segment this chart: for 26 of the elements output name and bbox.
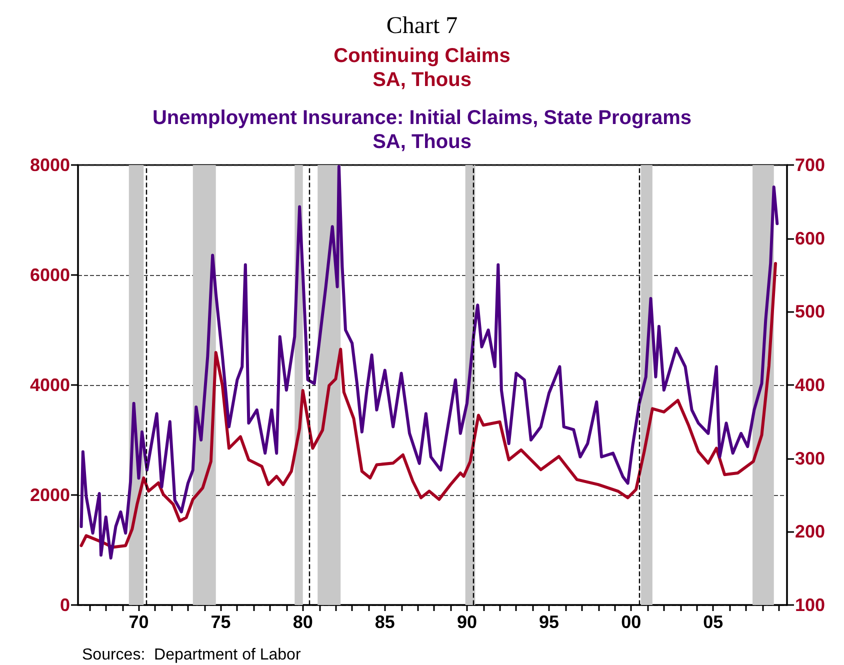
y-tick-label: 0	[60, 595, 70, 615]
y-tick-label: 2000	[30, 485, 70, 505]
chart-title: Chart 7	[386, 13, 458, 39]
y2-tick-label: 400	[795, 375, 826, 395]
y2-tick-label: 100	[795, 595, 826, 615]
x-tick-label: 95	[539, 612, 560, 632]
text: Continuing Claims SA, Thous	[334, 45, 510, 91]
source-note: Sources: Department of Labor	[82, 646, 302, 664]
y-tick-label: 6000	[30, 265, 70, 285]
y-tick-label: 8000	[30, 155, 70, 175]
x-tick-label: 85	[374, 612, 395, 632]
text: Unemployment Insurance: Initial Claims, State Programs SA, Thous	[152, 107, 692, 153]
y2-tick-label: 500	[795, 302, 826, 322]
y2-tick-label: 300	[795, 448, 826, 468]
y2-tick-label: 200	[795, 522, 826, 542]
y-tick-label: 4000	[30, 375, 70, 395]
x-tick-label: 05	[703, 612, 724, 632]
y2-tick-label: 700	[795, 155, 826, 175]
y2-tick-label: 600	[795, 228, 826, 248]
line-series	[80, 164, 779, 560]
x-tick-label: 80	[292, 612, 313, 632]
line-series	[80, 262, 778, 549]
x-tick-label: 75	[210, 612, 231, 632]
x-tick-label: 00	[621, 612, 642, 632]
x-tick-label: 90	[456, 612, 477, 632]
x-tick-label: 70	[128, 612, 149, 632]
